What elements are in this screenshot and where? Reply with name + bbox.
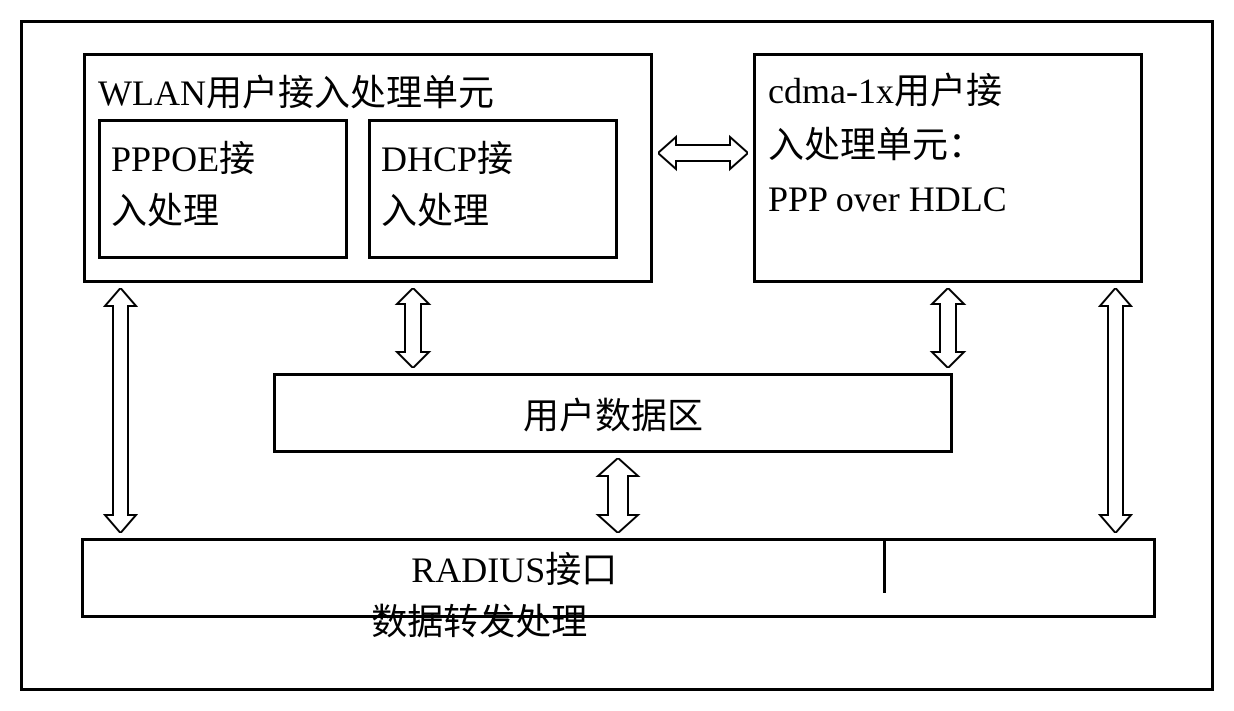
bottom-box: RADIUS接口 数据转发处理 (81, 538, 1156, 618)
user-data-label: 用户数据区 (523, 387, 703, 439)
arrow-left-tall (103, 288, 138, 533)
pppoe-label-line2: 入处理 (111, 182, 255, 234)
pppoe-label-line1: PPPOE接 (111, 130, 255, 182)
cdma-line1: cdma-1x用户接 (768, 64, 1128, 118)
cdma-unit-box: cdma-1x用户接 入处理单元： PPP over HDLC (753, 53, 1143, 283)
arrow-userdata-bottom (593, 458, 643, 533)
arrow-right-tall (1098, 288, 1133, 533)
dhcp-label-line1: DHCP接 (381, 130, 513, 182)
wlan-unit-title: WLAN用户接入处理单元 (98, 64, 638, 114)
wlan-inner-container: PPPOE接 入处理 DHCP接 入处理 (98, 119, 638, 259)
forward-label: 数据转发处理 (371, 593, 587, 645)
cdma-line2: 入处理单元： (768, 118, 1128, 172)
arrow-wlan-cdma (658, 133, 748, 173)
radius-label: RADIUS接口 (411, 541, 617, 593)
user-data-box: 用户数据区 (273, 373, 953, 453)
arrow-wlan-userdata (393, 288, 433, 368)
arrow-cdma-down (928, 288, 968, 368)
cdma-line3: PPP over HDLC (768, 172, 1128, 226)
dhcp-box: DHCP接 入处理 (368, 119, 618, 259)
dhcp-label-line2: 入处理 (381, 182, 513, 234)
diagram-container: WLAN用户接入处理单元 PPPOE接 入处理 DHCP接 入处理 cdma-1… (20, 20, 1214, 691)
forward-section: 数据转发处理 (351, 593, 886, 645)
radius-section: RADIUS接口 (351, 541, 886, 593)
pppoe-box: PPPOE接 入处理 (98, 119, 348, 259)
wlan-unit-box: WLAN用户接入处理单元 PPPOE接 入处理 DHCP接 入处理 (83, 53, 653, 283)
